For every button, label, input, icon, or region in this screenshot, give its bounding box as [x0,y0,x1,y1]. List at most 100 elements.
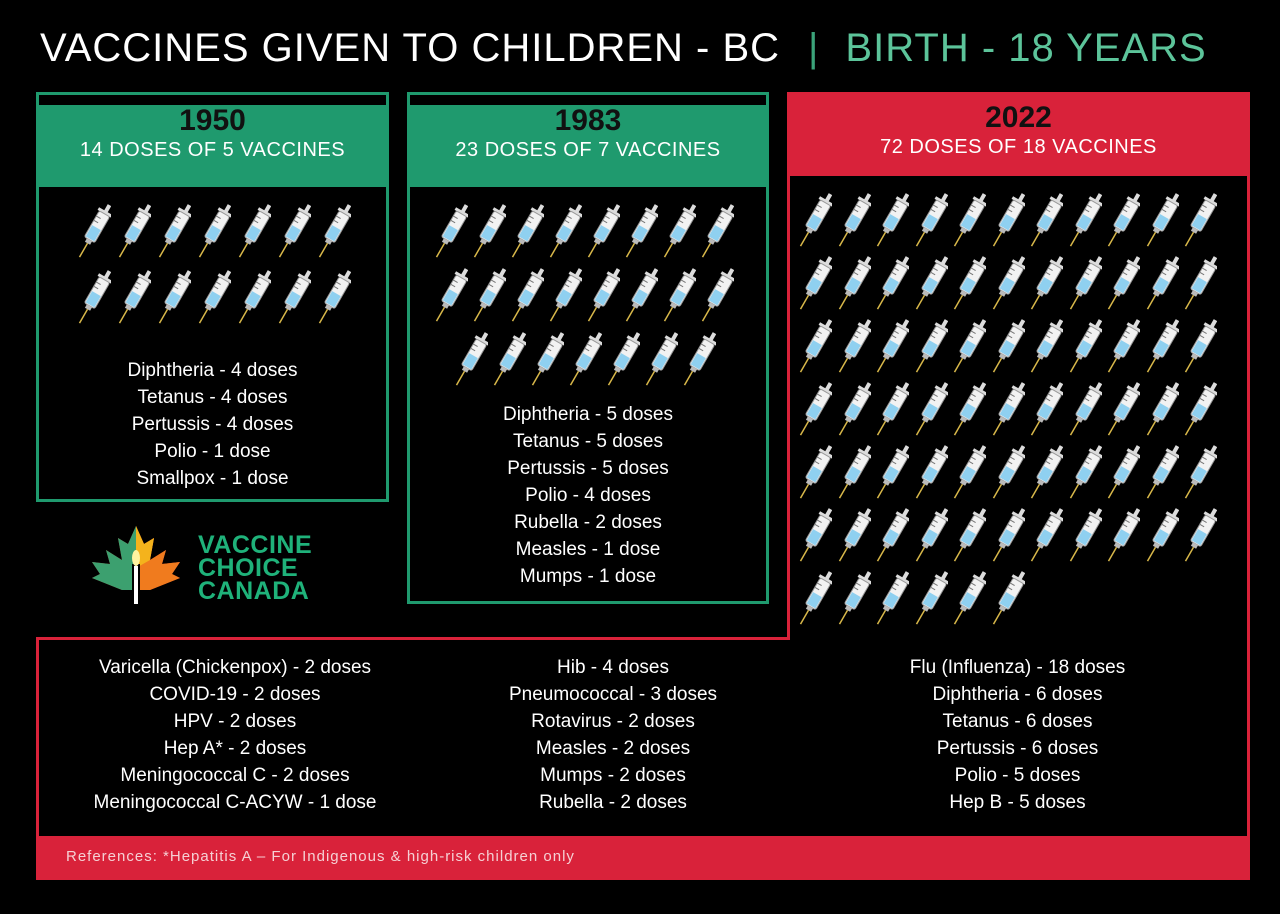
syringe-icon [510,265,546,332]
syringe-icon [197,267,233,334]
syringe-icon [662,201,698,268]
syringe-icon [837,190,873,257]
syringe-icon [624,265,660,332]
panel-1983-header: 1983 23 DOSES OF 7 VACCINES [410,105,766,187]
syringe-icon [434,201,470,268]
syringe-icon [798,190,834,257]
syringe-icon [662,265,698,332]
syringe-icon [77,267,113,334]
syringe-icon [798,442,834,509]
vaccine-item: Diphtheria - 6 doses [932,684,1103,705]
syringe-icon [837,505,873,572]
vaccine-item: Rubella - 2 doses [539,792,687,813]
syringe-icon [1145,190,1181,257]
vaccine-list-1983: Diphtheria - 5 doses Tetanus - 5 doses Per… [410,401,766,590]
vaccine-item: Pertussis - 4 doses [131,414,294,435]
vaccine-item: Tetanus - 5 doses [513,431,663,452]
vaccine-item: Rubella - 2 doses [514,512,662,533]
syringe-icon [914,505,950,572]
syringe-icon [875,253,911,320]
syringe-icon [952,253,988,320]
syringe-icon [1183,505,1219,572]
frame-gap [790,635,1247,641]
syringe-icon [700,201,736,268]
syringe-icon [914,442,950,509]
logo-text: VACCINE CHOICE CANADA [198,531,313,604]
vaccine-item: Pertussis - 6 doses [936,738,1099,759]
syringe-icon [991,442,1027,509]
syringe-icon [606,329,642,396]
panel-1983: 1983 23 DOSES OF 7 VACCINES Diphtheria -… [407,92,769,604]
panel-1950: 1950 14 DOSES OF 5 VACCINES Diphtheria -… [36,92,389,502]
syringe-icon [1145,253,1181,320]
syringe-icon [1183,253,1219,320]
syringe-icon [1106,316,1142,383]
syringe-icon [875,442,911,509]
vaccine-list-2022-col1: Varicella (Chickenpox) - 2 doses COVID-19… [50,654,420,816]
syringe-icon [837,253,873,320]
vaccine-item: COVID-19 - 2 doses [149,684,321,705]
vaccine-item: Smallpox - 1 dose [136,468,289,489]
panel-1950-header: 1950 14 DOSES OF 5 VACCINES [39,105,386,187]
logo-line1: VACCINE [198,531,313,559]
vaccine-item: Diphtheria - 4 doses [127,360,298,381]
syringe-icon [798,379,834,446]
syringe-icon [586,201,622,268]
syringe-icon [1068,379,1104,446]
syringe-icon [914,379,950,446]
syringe-icon [700,265,736,332]
syringe-icon [837,379,873,446]
syringe-icon [197,201,233,268]
syringe-icon [875,505,911,572]
syringe-icon [1068,316,1104,383]
syringe-grid-2022 [796,186,1236,636]
syringe-icon [837,568,873,635]
syringe-icon [1029,316,1065,383]
syringe-icon [1106,190,1142,257]
syringe-icon [510,201,546,268]
vaccine-item: Polio - 1 dose [154,441,271,462]
vaccine-item: Pertussis - 5 doses [507,458,669,479]
syringe-icon [644,329,680,396]
syringe-icon [952,379,988,446]
syringe-icon [914,253,950,320]
syringe-icon [530,329,566,396]
syringe-icon [117,267,153,334]
syringe-grid-1983 [410,187,766,401]
vaccine-item: HPV - 2 doses [173,711,297,732]
syringe-icon [1029,190,1065,257]
vaccine-item: Polio - 5 doses [954,765,1081,786]
syringe-icon [952,316,988,383]
syringe-icon [454,329,490,396]
title-separator: | [808,26,820,70]
syringe-icon [991,379,1027,446]
panel-1983-year: 1983 [554,104,622,137]
syringe-icon [624,201,660,268]
vaccine-list-1950: Diphtheria - 4 doses Tetanus - 4 doses Per… [39,357,386,492]
syringe-icon [991,505,1027,572]
footer-bar: References: *Hepatitis A – For Indigenou… [36,836,1250,880]
syringe-icon [277,267,313,334]
syringe-icon [492,329,528,396]
syringe-icon [837,316,873,383]
syringe-icon [1145,379,1181,446]
syringe-icon [875,190,911,257]
panel-2022-frame-bottom [36,637,1250,837]
syringe-icon [1029,505,1065,572]
syringe-icon [1068,442,1104,509]
vaccine-item: Polio - 4 doses [525,485,651,506]
syringe-icon [237,201,273,268]
syringe-icon [472,201,508,268]
syringe-icon [237,267,273,334]
vaccine-item: Meningococcal C-ACYW - 1 dose [93,792,377,813]
title-subtitle: BIRTH - 18 YEARS [845,26,1207,70]
vaccine-item: Hep A* - 2 doses [163,738,307,759]
vaccine-item: Tetanus - 6 doses [942,711,1093,732]
vaccine-item: Rotavirus - 2 doses [531,711,695,732]
syringe-icon [548,265,584,332]
syringe-icon [277,201,313,268]
footer-references: References: *Hepatitis A – For Indigenou… [66,848,575,865]
syringe-icon [837,442,873,509]
syringe-grid-1950 [39,187,386,357]
syringe-icon [1183,316,1219,383]
